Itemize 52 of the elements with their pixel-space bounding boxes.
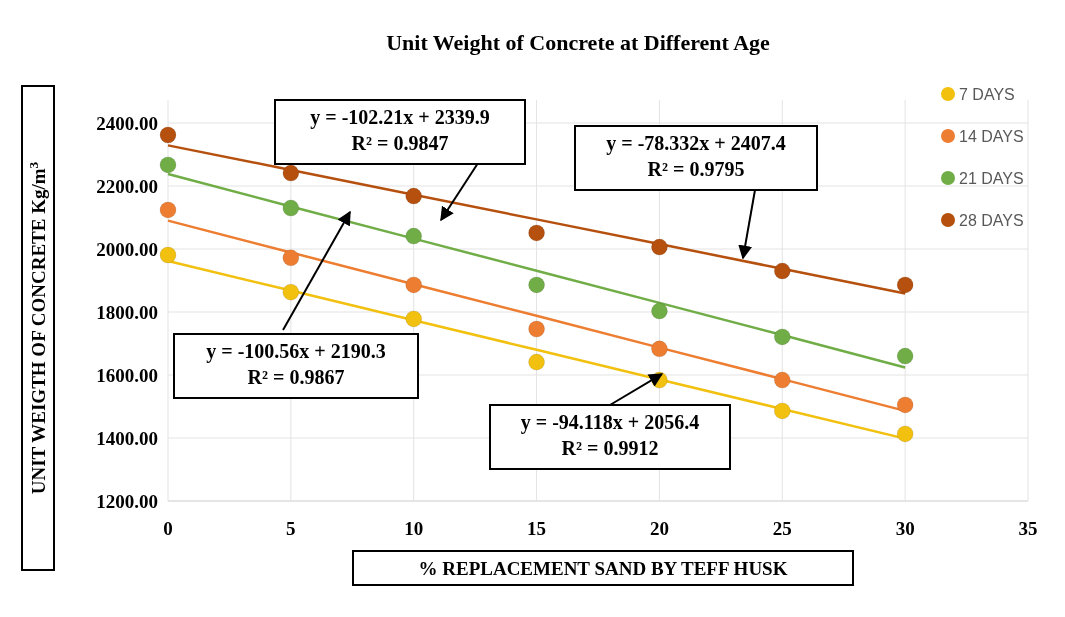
- point: [774, 262, 791, 280]
- point: [896, 425, 914, 443]
- point: [896, 276, 914, 294]
- point: [159, 246, 177, 264]
- point: [405, 276, 422, 294]
- point: [159, 156, 177, 174]
- point: [405, 227, 422, 245]
- point: [774, 328, 791, 346]
- y-tick-label: 1200.00: [96, 491, 158, 512]
- y-tick-label: 1800.00: [96, 302, 158, 323]
- y-tick-label: 2200.00: [96, 176, 158, 197]
- point: [159, 201, 177, 219]
- point: [774, 402, 791, 420]
- annotation: y = -102.21x + 2339.9 R² = 0.9847: [310, 106, 490, 154]
- y-tick-label: 1400.00: [96, 428, 158, 449]
- point: [651, 340, 668, 358]
- point: [282, 249, 300, 267]
- x-tick-label: 35: [1018, 518, 1038, 539]
- y-tick-label: 2000.00: [96, 239, 158, 260]
- point: [774, 371, 791, 389]
- annotation: y = -94.118x + 2056.4 R² = 0.9912: [520, 411, 700, 459]
- annotation: y = -78.332x + 2407.4 R² = 0.9795: [606, 132, 786, 180]
- annotation: y = -100.56x + 2190.3 R² = 0.9867: [206, 340, 386, 388]
- point: [159, 126, 177, 144]
- point: [896, 396, 914, 414]
- y-tick-label: 2400.00: [96, 113, 158, 134]
- legend-label: 14 DAYS: [959, 128, 1024, 145]
- x-tick-label: 30: [895, 518, 915, 539]
- point: [896, 347, 914, 365]
- legend-label: 28 DAYS: [959, 212, 1024, 229]
- point: [405, 310, 422, 328]
- point: [651, 238, 668, 256]
- point: [282, 283, 300, 301]
- x-tick-label: 10: [404, 518, 424, 539]
- point: [528, 224, 545, 242]
- point: [528, 276, 545, 294]
- x-tick-label: 20: [649, 518, 669, 539]
- point: [282, 164, 300, 182]
- x-tick-label: 15: [527, 518, 547, 539]
- legend-label: 21 DAYS: [959, 170, 1024, 187]
- y-tick-label: 1600.00: [96, 365, 158, 386]
- chart-title: Unit Weight of Concrete at Different Age: [386, 30, 771, 55]
- x-tick-label: 5: [286, 518, 296, 539]
- point: [528, 353, 545, 371]
- x-tick-label: 0: [163, 518, 173, 539]
- point: [528, 320, 545, 338]
- x-tick-label: 25: [772, 518, 792, 539]
- x-axis-title: % REPLACEMENT SAND BY TEFF HUSK: [418, 558, 788, 579]
- point: [651, 302, 668, 320]
- point: [405, 187, 422, 205]
- point: [282, 199, 300, 217]
- legend-label: 7 DAYS: [959, 86, 1015, 103]
